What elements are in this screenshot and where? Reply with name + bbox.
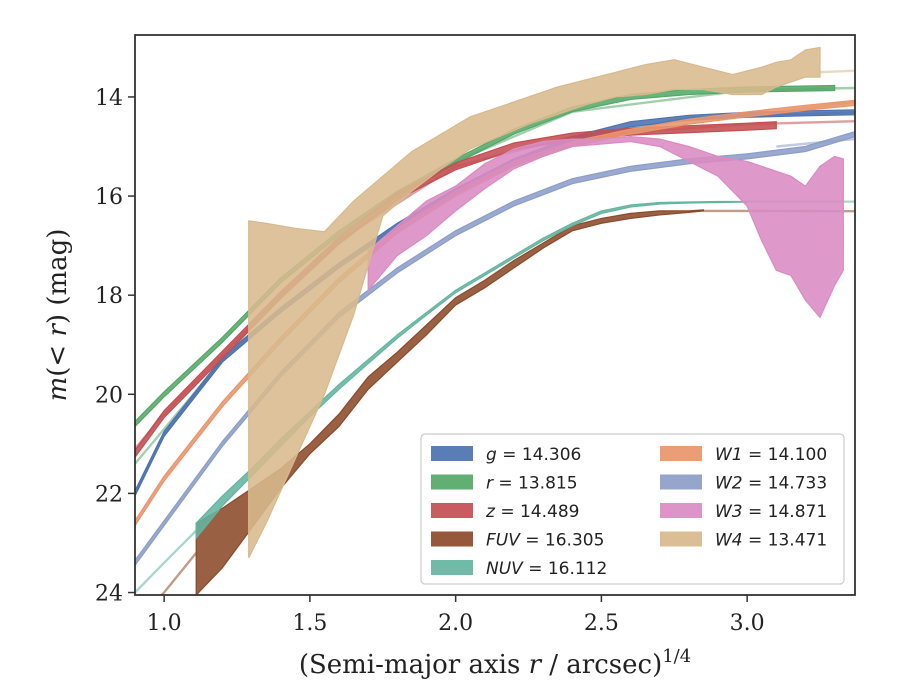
legend-swatch-fuv	[431, 531, 473, 547]
y-axis-label: m(< r) (mag)	[43, 229, 73, 402]
y-tick-label: 14	[95, 86, 123, 111]
x-tick-label: 3.0	[730, 611, 765, 636]
y-tick-label: 24	[95, 582, 123, 607]
y-tick-label: 16	[95, 185, 123, 210]
legend-swatch-z	[431, 503, 473, 518]
legend-swatch-r	[431, 474, 473, 490]
x-tick-label: 2.5	[584, 611, 619, 636]
legend-label-w3: W3 = 14.871	[715, 502, 827, 522]
ticks-layer: 1.0 1.5 2.0 2.5 3.0 14 16 18 20 22 24	[95, 86, 765, 636]
series-band-w3	[367, 135, 844, 319]
legend-swatch-g	[431, 446, 473, 461]
legend-label-w1: W1 = 14.100	[715, 445, 827, 465]
x-tick-label: 1.0	[147, 611, 182, 636]
x-tick-label: 1.5	[292, 611, 327, 636]
legend-swatch-w1	[660, 446, 702, 461]
legend-label-z: z = 14.489	[485, 502, 579, 522]
legend-label-r: r = 13.815	[486, 474, 578, 494]
legend-swatch-w3	[660, 503, 702, 518]
legend-label-w4: W4 = 13.471	[715, 531, 827, 551]
plot-frame	[134, 34, 856, 596]
legend-swatch-w4	[660, 531, 702, 547]
legend-label-w2: W2 = 14.733	[715, 474, 827, 494]
legend-swatch-nuv	[431, 560, 473, 575]
series-band-w4	[248, 46, 821, 559]
legend-box	[420, 433, 845, 585]
legend-label-fuv: FUV = 16.305	[486, 531, 604, 551]
legend-swatch-w2	[660, 474, 702, 490]
legend-label-nuv: NUV = 16.112	[486, 559, 607, 579]
extrapolated-line-5	[135, 529, 198, 594]
y-tick-label: 22	[95, 482, 123, 507]
legend: g = 14.306 r = 13.815 z = 14.489 FUV = 16.3…	[420, 433, 845, 585]
extrapolated-line-9	[819, 69, 855, 74]
x-axis-label: (Semi-major axis r / arcsec)1/4	[299, 646, 691, 680]
legend-label-g: g = 14.306	[486, 445, 581, 465]
series-band-z	[135, 121, 777, 459]
y-tick-label: 18	[95, 284, 123, 309]
extrapolated-line-3	[159, 552, 198, 595]
series-band-fuv	[195, 209, 704, 595]
series-layer	[135, 46, 855, 595]
x-tick-label: 2.0	[438, 611, 473, 636]
y-tick-label: 20	[95, 383, 123, 408]
